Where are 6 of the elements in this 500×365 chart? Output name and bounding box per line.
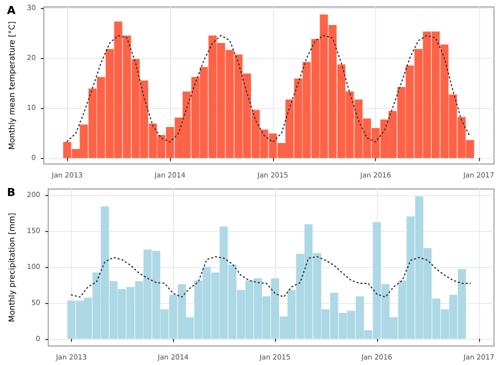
chart-title: A [7, 4, 16, 17]
chart-title: B [7, 186, 16, 199]
line-series [70, 256, 471, 298]
line-series [66, 34, 471, 143]
y-axis-title: Monthly mean temperature [°C] [8, 21, 16, 150]
y-axis-title: Monthly precipitation [mm] [8, 212, 16, 322]
